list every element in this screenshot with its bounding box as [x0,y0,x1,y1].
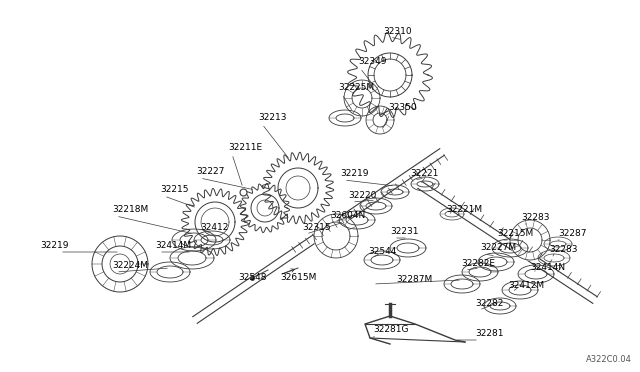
Polygon shape [195,202,235,242]
Text: 32414M: 32414M [155,241,191,250]
Text: 32219: 32219 [40,241,68,250]
Text: 32414N: 32414N [530,263,565,273]
Polygon shape [510,220,550,260]
Text: 32219: 32219 [340,170,369,179]
Text: 32211E: 32211E [228,144,262,153]
Text: 32282: 32282 [475,299,504,308]
Text: 32350: 32350 [388,103,417,112]
Text: 32281G: 32281G [373,326,408,334]
Text: 32310: 32310 [384,28,412,36]
Text: 32282E: 32282E [461,260,495,269]
Text: 32283: 32283 [549,246,577,254]
Text: 32604N: 32604N [330,212,365,221]
Polygon shape [92,236,148,292]
Polygon shape [251,194,279,222]
Text: 32220: 32220 [348,192,376,201]
Text: 32615M: 32615M [280,273,316,282]
Text: 32281: 32281 [475,330,504,339]
Text: 32544: 32544 [368,247,396,257]
Polygon shape [344,80,380,116]
Text: 32283: 32283 [521,214,550,222]
Text: 32231: 32231 [390,228,419,237]
Text: A322C0.04: A322C0.04 [586,355,632,364]
Text: 32224M: 32224M [112,262,148,270]
Text: 32218M: 32218M [112,205,148,215]
Text: 32287: 32287 [558,230,586,238]
Text: 32227M: 32227M [480,244,516,253]
Text: 32221M: 32221M [446,205,482,215]
Text: 32221: 32221 [410,170,438,179]
Polygon shape [278,168,318,208]
Text: 32349: 32349 [358,58,387,67]
Text: 32215: 32215 [160,186,189,195]
Text: 32412M: 32412M [508,282,544,291]
Text: 32287M: 32287M [396,276,432,285]
Polygon shape [366,106,394,134]
Text: 32227: 32227 [196,167,225,176]
Polygon shape [314,214,358,258]
Text: 32215M: 32215M [497,230,533,238]
Polygon shape [368,53,412,97]
Text: 32412: 32412 [200,224,228,232]
Text: 32548: 32548 [238,273,266,282]
Text: 32213: 32213 [258,113,287,122]
Text: 32315: 32315 [302,224,331,232]
Text: 32225M: 32225M [338,83,374,93]
